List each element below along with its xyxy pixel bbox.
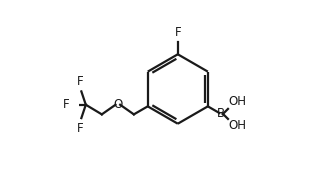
Text: O: O bbox=[113, 98, 122, 111]
Text: F: F bbox=[77, 122, 84, 135]
Text: OH: OH bbox=[228, 95, 247, 108]
Text: F: F bbox=[63, 98, 70, 111]
Text: B: B bbox=[217, 107, 225, 121]
Text: OH: OH bbox=[228, 119, 247, 132]
Text: F: F bbox=[174, 26, 181, 39]
Text: F: F bbox=[77, 75, 84, 88]
